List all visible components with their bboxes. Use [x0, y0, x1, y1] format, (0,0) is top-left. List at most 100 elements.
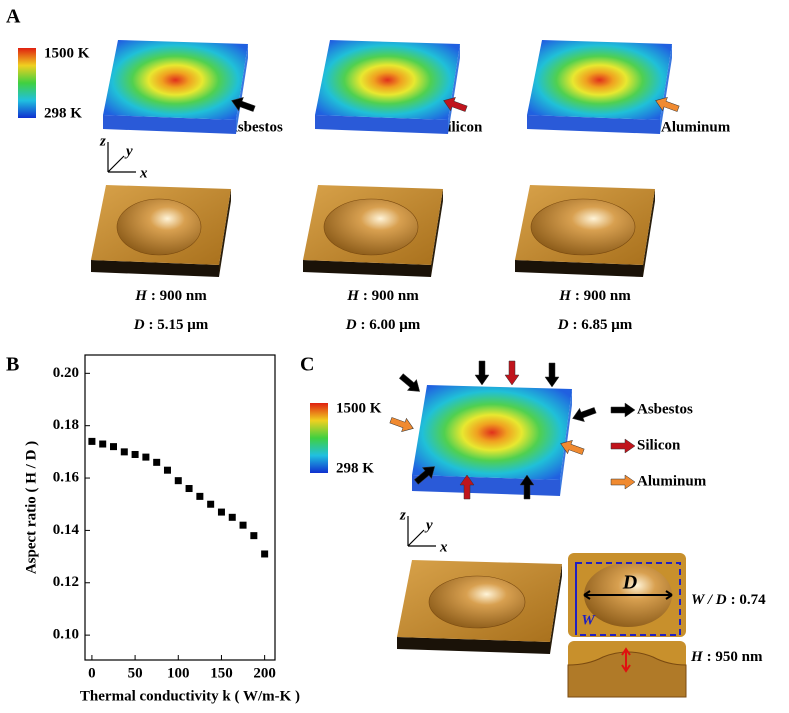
axis-icon-label: x: [439, 539, 448, 555]
colorbar-min: 298 K: [336, 460, 374, 476]
y-tick-label: 0.18: [53, 417, 79, 433]
arrow: [505, 361, 519, 385]
x-tick-label: 100: [167, 665, 190, 681]
x-tick-label: 50: [128, 665, 143, 681]
gold-slab: [303, 185, 443, 277]
panel-b: B 0.10 0.12 0.14 0.16 0.18 0.20 0 50 100 150 200 The…: [6, 354, 300, 705]
x-tick-label: 0: [88, 665, 96, 681]
point: [261, 550, 268, 557]
symbol: D: [557, 317, 569, 333]
heat-slab: [388, 361, 597, 499]
inset-label: D: [622, 572, 637, 594]
legend-label: Asbestos: [637, 401, 693, 417]
y-tick-label: 0.16: [53, 469, 80, 485]
value: : 0.74: [731, 592, 766, 608]
slab-top: [103, 40, 248, 120]
axis-icon-label: y: [124, 143, 133, 159]
value: : 900 nm: [363, 288, 419, 304]
point: [88, 438, 95, 445]
plot-frame: [85, 355, 275, 660]
colorbar-min: 298 K: [44, 105, 82, 121]
colorbar: [18, 48, 36, 118]
y-tick-label: 0.12: [53, 574, 79, 590]
x-axis-title: Thermal conductivity k ( W/m-K ): [80, 688, 300, 704]
legend-label: Silicon: [637, 437, 681, 453]
value: : 6.85 μm: [573, 317, 633, 333]
inset-label: W: [581, 612, 596, 628]
annotation: H: 900 nm: [346, 288, 419, 304]
point: [196, 493, 203, 500]
colorbar-a: 1500 K 298 K: [18, 45, 90, 121]
point: [250, 532, 257, 539]
symbol: W / D: [691, 592, 727, 608]
inset: [568, 641, 686, 697]
y-tick-label: 0.10: [53, 627, 79, 643]
y-tick-label: 0.20: [53, 365, 79, 381]
inset: DW: [568, 553, 686, 637]
point: [175, 477, 182, 484]
material-label: Aluminum: [661, 119, 731, 135]
annotation: H: 900 nm: [134, 288, 207, 304]
gold-slab: [91, 185, 231, 277]
figure: AAsbestosH: 900 nmD: 5.15 μmSiliconH: 90…: [0, 0, 789, 713]
arrow: [475, 361, 489, 385]
heat-slab: [527, 40, 681, 134]
point: [207, 501, 214, 508]
colorbar-max: 1500 K: [44, 45, 90, 61]
panel-label: C: [300, 354, 314, 376]
colorbar: [310, 403, 328, 473]
point: [132, 451, 139, 458]
point: [142, 454, 149, 461]
symbol: H: [346, 288, 360, 304]
point: [240, 522, 247, 529]
gold-slab: [397, 560, 562, 654]
panel-label: A: [6, 6, 21, 28]
heat-slab: [315, 40, 469, 134]
arrow: [611, 403, 635, 417]
x-tick-label: 200: [253, 665, 276, 681]
symbol: D: [133, 317, 145, 333]
axis-icon-label: z: [399, 507, 406, 523]
x-tick-label: 150: [210, 665, 233, 681]
axis-icon-label: y: [424, 517, 433, 533]
gold-slab: [515, 185, 655, 277]
arrow: [611, 439, 635, 453]
annotation: H: 900 nm: [558, 288, 631, 304]
axes-c: z yx: [399, 507, 448, 555]
value: : 5.15 μm: [149, 317, 209, 333]
value: : 900 nm: [151, 288, 207, 304]
arrow: [611, 475, 635, 489]
value: : 950 nm: [707, 649, 763, 665]
axis-icon-label: z: [99, 133, 106, 149]
value: : 6.00 μm: [361, 317, 421, 333]
dome: [324, 199, 418, 255]
arrow: [545, 363, 559, 387]
dome: [531, 199, 635, 255]
slab-top: [527, 40, 672, 120]
panel-label: B: [6, 354, 19, 376]
dome: [429, 576, 525, 628]
symbol: H: [690, 649, 704, 665]
point: [218, 509, 225, 516]
annotation: D: 5.15 μm: [133, 317, 209, 333]
legend-label: Aluminum: [637, 473, 707, 489]
annotation: W / D: 0.74: [691, 592, 766, 608]
point: [153, 459, 160, 466]
y-axis-title: Aspect ratio ( H / D ): [23, 441, 39, 574]
y-tick-label: 0.14: [53, 522, 80, 538]
slab-top: [412, 385, 572, 480]
symbol: D: [345, 317, 357, 333]
point: [121, 448, 128, 455]
arrow: [570, 404, 597, 425]
arrow: [388, 414, 415, 435]
arrow: [397, 371, 424, 397]
axes-a: zyx: [99, 133, 148, 181]
dome: [117, 199, 201, 255]
point: [164, 467, 171, 474]
point: [110, 443, 117, 450]
annotation: D: 6.85 μm: [557, 317, 633, 333]
symbol: H: [558, 288, 572, 304]
point: [99, 441, 106, 448]
point: [186, 485, 193, 492]
heat-slab: [103, 40, 257, 134]
